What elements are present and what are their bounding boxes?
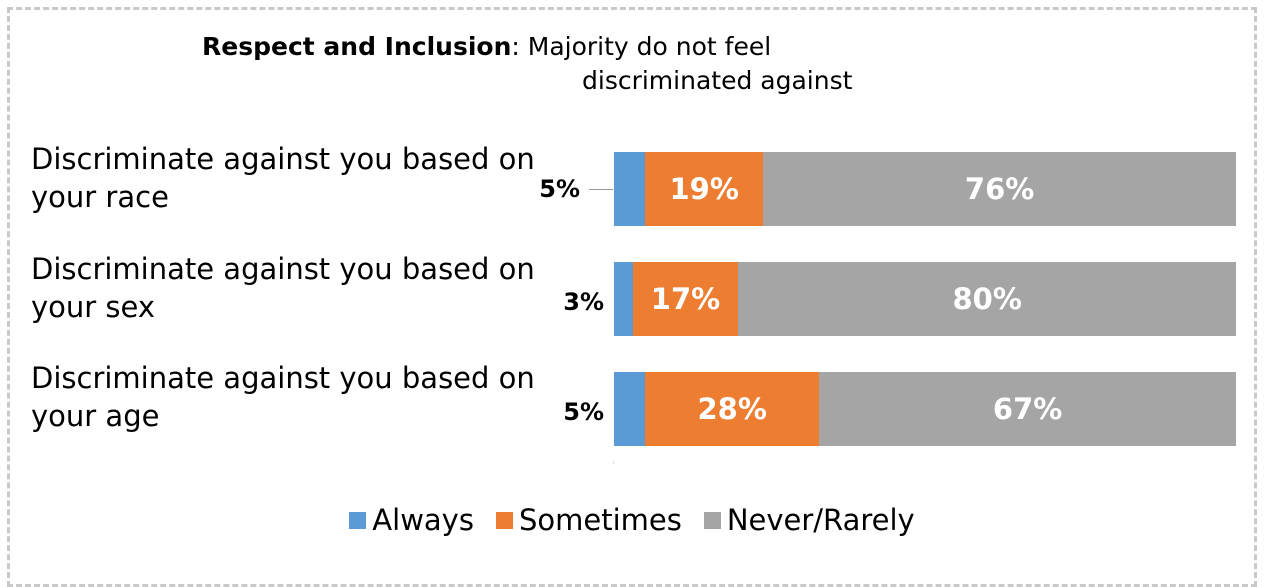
- legend-swatch-never-rarely: [703, 511, 721, 529]
- chart-title: Respect and Inclusion: Majority do not f…: [202, 30, 852, 95]
- legend-swatch-always: [349, 511, 367, 529]
- category-label-line: your sex: [31, 290, 156, 324]
- legend: Always Sometimes Never/Rarely: [0, 500, 1264, 540]
- title-rest-line1: : Majority do not feel: [511, 32, 772, 61]
- data-label: 5%: [563, 398, 604, 426]
- bar-segment-sometimes: [632, 262, 739, 336]
- category-label-line: your age: [31, 399, 160, 433]
- category-label-line: Discriminate against you based on: [31, 361, 535, 395]
- bar-segment-always: [614, 152, 646, 226]
- bar-segment-always: [614, 372, 646, 446]
- title-rest-line2: discriminated against: [582, 66, 853, 95]
- data-label: 5%: [539, 175, 580, 203]
- data-label: 17%: [650, 282, 721, 316]
- axis-tick: [613, 461, 614, 464]
- bar-segment-never-rarely: [819, 372, 1236, 446]
- data-label: 28%: [697, 392, 767, 426]
- category-label-line: your race: [31, 180, 169, 214]
- leader-line: [589, 189, 613, 190]
- category-label: Discriminate against you based on your ag…: [31, 359, 611, 435]
- bar-row: [614, 152, 1236, 226]
- category-label: Discriminate against you based on your ra…: [31, 140, 611, 216]
- legend-item-always: Always: [349, 500, 474, 540]
- bar-segment-never-rarely: [763, 152, 1236, 226]
- bar-row: [614, 372, 1236, 446]
- bar-row: [614, 262, 1236, 336]
- legend-label-never-rarely: Never/Rarely: [726, 503, 915, 537]
- legend-label-sometimes: Sometimes: [518, 503, 682, 537]
- legend-label-always: Always: [372, 503, 474, 537]
- data-label: 80%: [952, 282, 1022, 316]
- legend-item-never-rarely: Never/Rarely: [703, 500, 915, 540]
- data-label: 19%: [669, 172, 739, 206]
- bar-segment-sometimes: [645, 372, 820, 446]
- category-label-line: Discriminate against you based on: [31, 252, 535, 286]
- bar-segment-never-rarely: [738, 262, 1236, 336]
- data-label: 67%: [992, 392, 1063, 426]
- legend-swatch-sometimes: [495, 511, 513, 529]
- data-label: 3%: [563, 288, 604, 316]
- category-label-line: Discriminate against you based on: [31, 142, 535, 176]
- category-label: Discriminate against you based on your se…: [31, 250, 611, 326]
- legend-item-sometimes: Sometimes: [495, 500, 682, 540]
- bar-segment-always: [614, 262, 633, 336]
- data-label: 76%: [964, 172, 1035, 206]
- title-bold: Respect and Inclusion: [202, 32, 512, 61]
- bar-segment-sometimes: [645, 152, 764, 226]
